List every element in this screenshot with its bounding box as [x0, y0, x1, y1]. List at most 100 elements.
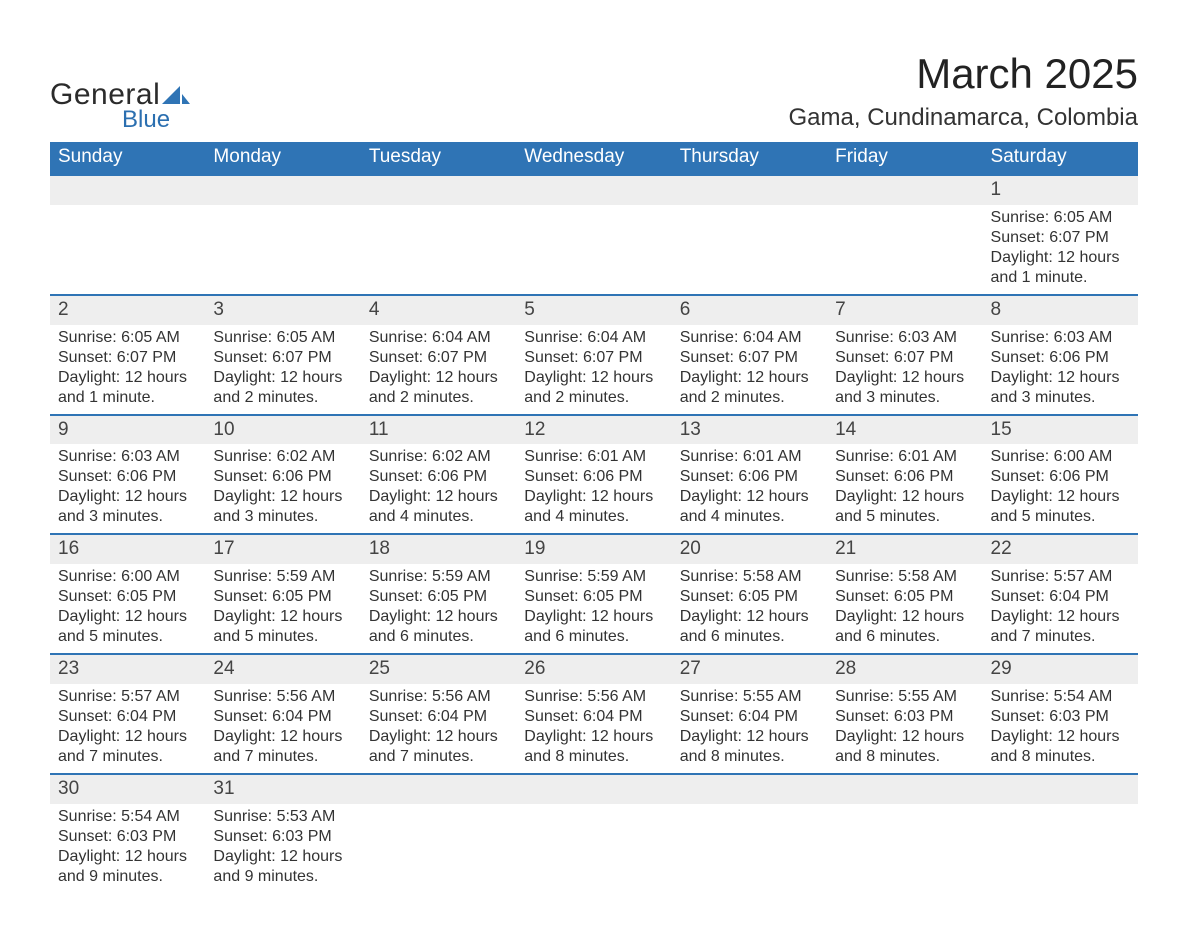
- day-content-cell: Sunrise: 5:56 AMSunset: 6:04 PMDaylight:…: [361, 684, 516, 774]
- day-content-cell: Sunrise: 5:59 AMSunset: 6:05 PMDaylight:…: [205, 564, 360, 654]
- day-number: 22: [991, 538, 1012, 559]
- daylight-text-2: and 6 minutes.: [835, 627, 974, 647]
- daylight-text-2: and 7 minutes.: [213, 747, 352, 767]
- day-content-cell: Sunrise: 6:01 AMSunset: 6:06 PMDaylight:…: [827, 444, 982, 534]
- daylight-text-2: and 3 minutes.: [213, 507, 352, 527]
- day-number: 14: [835, 419, 856, 440]
- daylight-text-1: Daylight: 12 hours: [835, 727, 974, 747]
- day-number-cell: [205, 175, 360, 205]
- day-number-cell: 17: [205, 534, 360, 564]
- day-number: 5: [524, 299, 535, 320]
- day-content-cell: Sunrise: 6:05 AMSunset: 6:07 PMDaylight:…: [50, 325, 205, 415]
- sunset-text: Sunset: 6:04 PM: [991, 587, 1130, 607]
- sunrise-text: Sunrise: 5:55 AM: [680, 687, 819, 707]
- sunset-text: Sunset: 6:03 PM: [58, 827, 197, 847]
- sunset-text: Sunset: 6:05 PM: [524, 587, 663, 607]
- sunrise-text: Sunrise: 5:59 AM: [369, 567, 508, 587]
- daynum-row: 2345678: [50, 295, 1138, 325]
- daynum-row: 23242526272829: [50, 654, 1138, 684]
- sunset-text: Sunset: 6:04 PM: [58, 707, 197, 727]
- sunrise-text: Sunrise: 6:01 AM: [835, 447, 974, 467]
- sunset-text: Sunset: 6:07 PM: [680, 348, 819, 368]
- sunrise-text: Sunrise: 6:05 AM: [213, 328, 352, 348]
- daylight-text-1: Daylight: 12 hours: [835, 607, 974, 627]
- sunrise-text: Sunrise: 6:04 AM: [524, 328, 663, 348]
- day-number-cell: 31: [205, 774, 360, 804]
- day-content-cell: Sunrise: 5:59 AMSunset: 6:05 PMDaylight:…: [516, 564, 671, 654]
- day-number: 16: [58, 538, 79, 559]
- daylight-text-1: Daylight: 12 hours: [835, 368, 974, 388]
- day-number: 13: [680, 419, 701, 440]
- day-number-cell: [827, 175, 982, 205]
- day-number-cell: 20: [672, 534, 827, 564]
- sunrise-text: Sunrise: 6:01 AM: [680, 447, 819, 467]
- day-number-cell: 21: [827, 534, 982, 564]
- day-number-cell: [827, 774, 982, 804]
- daylight-text-1: Daylight: 12 hours: [369, 607, 508, 627]
- daylight-text-2: and 3 minutes.: [58, 507, 197, 527]
- sunset-text: Sunset: 6:06 PM: [991, 348, 1130, 368]
- title-block: March 2025 Gama, Cundinamarca, Colombia: [789, 50, 1139, 132]
- sunset-text: Sunset: 6:04 PM: [213, 707, 352, 727]
- day-content-cell: [827, 205, 982, 295]
- col-friday: Friday: [827, 142, 982, 175]
- day-content-cell: Sunrise: 6:00 AMSunset: 6:06 PMDaylight:…: [983, 444, 1138, 534]
- day-content-cell: [827, 804, 982, 893]
- col-monday: Monday: [205, 142, 360, 175]
- sunrise-text: Sunrise: 6:03 AM: [835, 328, 974, 348]
- daylight-text-2: and 3 minutes.: [991, 388, 1130, 408]
- header: General Blue March 2025 Gama, Cundinamar…: [50, 50, 1138, 134]
- sunset-text: Sunset: 6:05 PM: [213, 587, 352, 607]
- day-content-cell: Sunrise: 6:03 AMSunset: 6:06 PMDaylight:…: [50, 444, 205, 534]
- sunrise-text: Sunrise: 6:03 AM: [991, 328, 1130, 348]
- day-number: 10: [213, 419, 234, 440]
- daylight-text-2: and 1 minute.: [58, 388, 197, 408]
- day-content-cell: [50, 205, 205, 295]
- day-content-cell: Sunrise: 6:02 AMSunset: 6:06 PMDaylight:…: [361, 444, 516, 534]
- sunset-text: Sunset: 6:07 PM: [369, 348, 508, 368]
- day-number-cell: 7: [827, 295, 982, 325]
- daylight-text-2: and 8 minutes.: [524, 747, 663, 767]
- daylight-text-1: Daylight: 12 hours: [58, 727, 197, 747]
- day-number: 27: [680, 658, 701, 679]
- col-sunday: Sunday: [50, 142, 205, 175]
- day-number-cell: 13: [672, 415, 827, 445]
- sunset-text: Sunset: 6:06 PM: [213, 467, 352, 487]
- daylight-text-2: and 2 minutes.: [213, 388, 352, 408]
- day-content-cell: Sunrise: 5:53 AMSunset: 6:03 PMDaylight:…: [205, 804, 360, 893]
- day-number-cell: 15: [983, 415, 1138, 445]
- day-content-cell: Sunrise: 6:02 AMSunset: 6:06 PMDaylight:…: [205, 444, 360, 534]
- sunset-text: Sunset: 6:03 PM: [835, 707, 974, 727]
- sunrise-text: Sunrise: 5:56 AM: [213, 687, 352, 707]
- calendar-table: Sunday Monday Tuesday Wednesday Thursday…: [50, 142, 1138, 893]
- day-number-cell: 6: [672, 295, 827, 325]
- sunrise-text: Sunrise: 5:55 AM: [835, 687, 974, 707]
- day-content-cell: [983, 804, 1138, 893]
- day-number: 24: [213, 658, 234, 679]
- page: General Blue March 2025 Gama, Cundinamar…: [0, 0, 1188, 933]
- daylight-text-2: and 3 minutes.: [835, 388, 974, 408]
- day-content-cell: Sunrise: 6:03 AMSunset: 6:06 PMDaylight:…: [983, 325, 1138, 415]
- sunrise-text: Sunrise: 6:00 AM: [58, 567, 197, 587]
- day-content-cell: Sunrise: 6:01 AMSunset: 6:06 PMDaylight:…: [516, 444, 671, 534]
- day-number-cell: 5: [516, 295, 671, 325]
- day-content-cell: [672, 804, 827, 893]
- sunset-text: Sunset: 6:05 PM: [58, 587, 197, 607]
- day-content-cell: Sunrise: 6:01 AMSunset: 6:06 PMDaylight:…: [672, 444, 827, 534]
- daylight-text-1: Daylight: 12 hours: [991, 368, 1130, 388]
- day-content-cell: [361, 205, 516, 295]
- day-number-cell: 3: [205, 295, 360, 325]
- daylight-text-1: Daylight: 12 hours: [991, 487, 1130, 507]
- daylight-text-2: and 7 minutes.: [991, 627, 1130, 647]
- day-content-cell: Sunrise: 6:04 AMSunset: 6:07 PMDaylight:…: [361, 325, 516, 415]
- day-number-cell: [361, 774, 516, 804]
- day-number: 20: [680, 538, 701, 559]
- day-content-cell: Sunrise: 6:00 AMSunset: 6:05 PMDaylight:…: [50, 564, 205, 654]
- daylight-text-2: and 4 minutes.: [524, 507, 663, 527]
- daylight-text-2: and 9 minutes.: [213, 867, 352, 887]
- day-number: 8: [991, 299, 1002, 320]
- daylight-text-1: Daylight: 12 hours: [213, 727, 352, 747]
- daylight-text-2: and 2 minutes.: [369, 388, 508, 408]
- daylight-text-1: Daylight: 12 hours: [524, 487, 663, 507]
- day-number-cell: 16: [50, 534, 205, 564]
